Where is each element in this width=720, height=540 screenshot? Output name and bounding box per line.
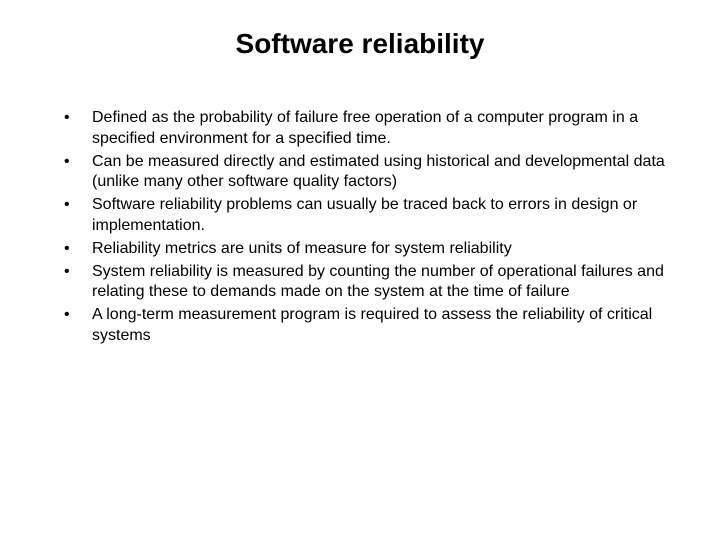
bullet-item: System reliability is measured by counti… — [64, 262, 680, 304]
bullet-item: Software reliability problems can usuall… — [64, 195, 680, 237]
bullet-item: Can be measured directly and estimated u… — [64, 152, 680, 194]
slide-container: Software reliability Defined as the prob… — [0, 0, 720, 540]
bullet-list: Defined as the probability of failure fr… — [40, 108, 680, 347]
bullet-item: Reliability metrics are units of measure… — [64, 239, 680, 260]
bullet-item: A long-term measurement program is requi… — [64, 305, 680, 347]
bullet-item: Defined as the probability of failure fr… — [64, 108, 680, 150]
slide-title: Software reliability — [40, 28, 680, 60]
